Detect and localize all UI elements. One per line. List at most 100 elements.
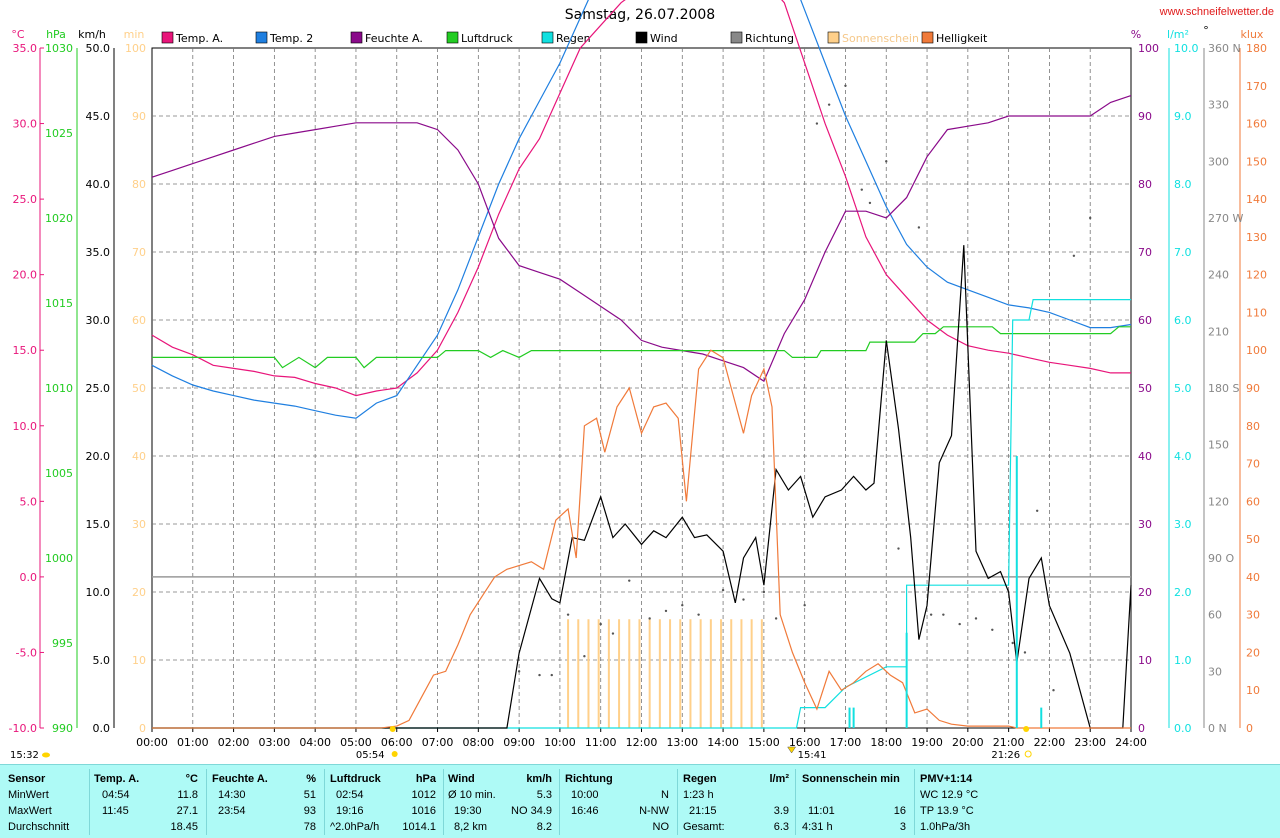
time-label: 00:00 (136, 736, 168, 749)
time-marker-label: 15:41 (798, 750, 827, 761)
direction-max-time: 16:46 (571, 805, 599, 817)
temp-tick: -10.0 (9, 722, 37, 735)
klux-tick: 50 (1246, 533, 1260, 546)
wind-tick: 30.0 (86, 314, 111, 327)
wind-tick: 45.0 (86, 110, 111, 123)
sunshine-header: Sonnenschein min (802, 773, 900, 785)
time-label: 14:00 (707, 736, 739, 749)
time-label: 09:00 (503, 736, 535, 749)
rain-tick: 6.0 (1174, 314, 1192, 327)
time-label: 12:00 (626, 736, 658, 749)
wind-distance: 8,2 km (454, 821, 488, 833)
time-label: 04:00 (299, 736, 331, 749)
pressure-trend: ^2.0hPa/h (330, 821, 380, 833)
series-line-temp-2 (151, 0, 1132, 419)
klux-tick: 60 (1246, 495, 1260, 508)
direction-point (1072, 254, 1076, 257)
pressure-column: Luftdruck hPa 02:54 1012 19:16 1016 ^2.0hPa… (330, 765, 442, 838)
humidity-tick: 20 (1138, 586, 1152, 599)
wind-min-label: Ø 10 min. (448, 789, 496, 801)
time-label: 10:00 (544, 736, 576, 749)
pressure-axis-unit: hPa (46, 28, 66, 41)
statistics-panel: Sensor MinWert MaxWert Durchschnitt Temp… (0, 764, 1280, 838)
direction-point (628, 579, 631, 582)
direction-point (958, 622, 961, 626)
direction-point (721, 588, 725, 592)
pressure-tick: 1015 (45, 297, 73, 310)
time-label: 16:00 (789, 736, 821, 749)
direction-point (827, 103, 831, 106)
legend-label: Luftdruck (461, 32, 513, 45)
direction-point (1089, 216, 1092, 220)
legend-label: Temp. 2 (269, 32, 313, 45)
direction-point (566, 613, 570, 616)
humidity-max-time: 23:54 (218, 805, 246, 817)
direction-point (885, 160, 888, 163)
rain-tick: 8.0 (1174, 178, 1192, 191)
legend-label: Feuchte A. (365, 32, 423, 45)
humidity-tick: 90 (1138, 110, 1152, 123)
humidity-tick: 100 (1138, 42, 1159, 55)
wind-tick: 15.0 (86, 518, 111, 531)
temp-tick: 0.0 (20, 571, 38, 584)
wind-header: Wind (448, 773, 475, 785)
humidity-tick: 10 (1138, 654, 1152, 667)
rain-unit: l/m² (769, 773, 789, 785)
rain-column: Regen l/m² 1:23 h 21:15 3.9 Gesamt: 6.3 (683, 765, 793, 838)
temp-tick: 20.0 (13, 269, 38, 282)
pressure-max-value: 1016 (411, 805, 436, 817)
sunshine-tick: 40 (132, 450, 146, 463)
direction-point (897, 547, 900, 550)
time-label: 05:00 (340, 736, 372, 749)
time-label: 02:00 (218, 736, 250, 749)
row-label-min: MinWert (8, 789, 49, 801)
humidity-tick: 50 (1138, 382, 1152, 395)
temp-min-value: 11.8 (177, 789, 198, 801)
wind-axis-unit: km/h (78, 28, 106, 41)
sunshine-max-value: 16 (893, 805, 906, 817)
sensor-column: Sensor MinWert MaxWert Durchschnitt (8, 765, 88, 838)
direction-point (991, 628, 994, 631)
time-label: 15:00 (748, 736, 780, 749)
klux-tick: 10 (1246, 684, 1260, 697)
site-link[interactable]: www.schneifelwetter.de (1159, 6, 1274, 18)
sunshine-tick: 70 (132, 246, 146, 259)
rain-tick: 1.0 (1174, 654, 1192, 667)
legend-swatch (635, 31, 648, 44)
humidity-tick: 60 (1138, 314, 1152, 327)
legend-swatch (255, 31, 268, 44)
direction-tick: 330 (1208, 99, 1229, 112)
update-time-icon (42, 752, 50, 758)
sunshine-tick: 80 (132, 178, 146, 191)
humidity-header: Feuchte A. (212, 773, 268, 785)
direction-tick: 210 (1208, 325, 1229, 338)
direction-point (762, 590, 766, 594)
pmv-column: PMV+1:14 WC 12.9 °C TP 13.9 °C 1.0hPa/3h (920, 765, 1040, 838)
sunshine-tick: 20 (132, 586, 146, 599)
direction-point (860, 188, 863, 191)
direction-tick: 240 (1208, 269, 1229, 282)
direction-tick: 120 (1208, 495, 1229, 508)
sunshine-axis-unit: min (124, 28, 145, 41)
humidity-tick: 40 (1138, 450, 1152, 463)
pressure-unit: hPa (415, 773, 436, 785)
direction-tick: 30 (1208, 665, 1222, 678)
wind-avg-value: 8.2 (536, 821, 552, 833)
direction-tick: 300 (1208, 155, 1229, 168)
pressure-min-time: 02:54 (336, 789, 364, 801)
direction-point (681, 604, 684, 607)
legend-swatch (446, 31, 459, 44)
wind-tick: 40.0 (86, 178, 111, 191)
rain-tick: 4.0 (1174, 450, 1192, 463)
wind-max-time: 19:30 (454, 805, 482, 817)
klux-tick: 40 (1246, 571, 1260, 584)
direction-point (803, 604, 806, 607)
time-label: 20:00 (952, 736, 984, 749)
direction-point (929, 613, 933, 616)
temp-axis-unit: °C (11, 28, 25, 41)
sunshine-tick: 30 (132, 518, 146, 531)
direction-tick: 360 N (1208, 42, 1241, 55)
sunset-label: 21:26 (991, 750, 1020, 761)
temp-tick: 15.0 (13, 344, 38, 357)
direction-tick: 150 (1208, 439, 1229, 452)
